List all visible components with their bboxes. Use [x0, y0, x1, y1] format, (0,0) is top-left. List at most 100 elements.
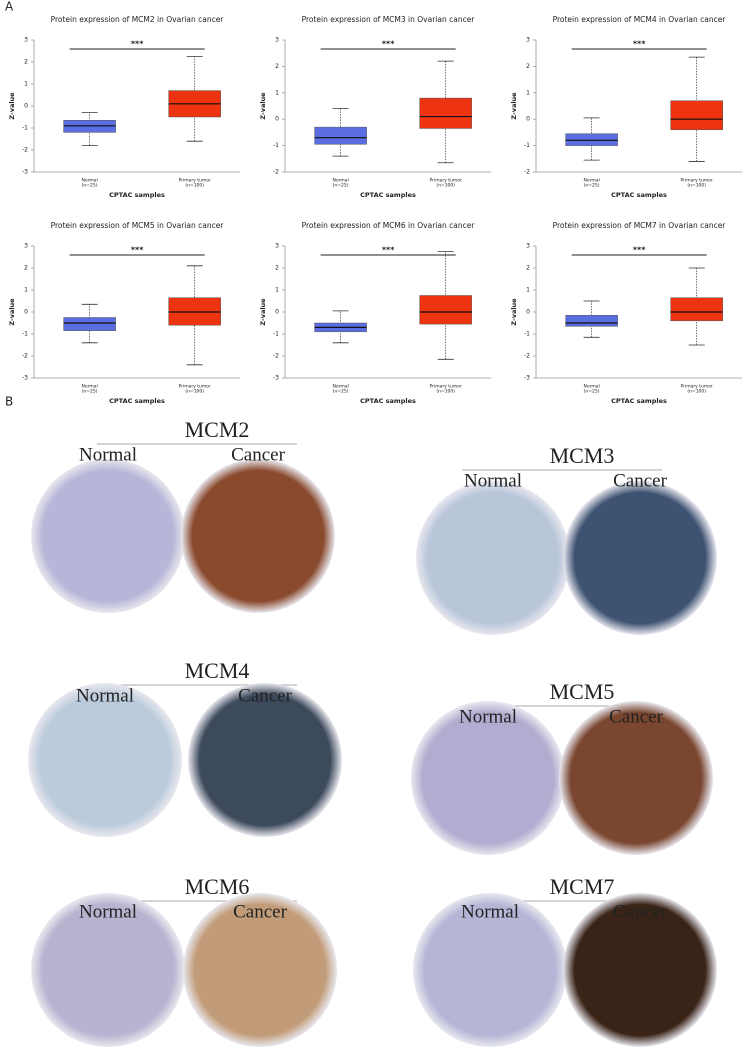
y-tick-label: 3	[526, 37, 530, 44]
significance-label: ***	[633, 40, 646, 49]
x-tick-label: Normal	[332, 384, 348, 390]
x-tick-note: (n=25)	[584, 183, 600, 189]
box	[314, 126, 367, 145]
y-tick-label: 0	[275, 116, 279, 123]
y-tick-label: -1	[273, 331, 279, 338]
y-tick-label: 1	[275, 89, 279, 96]
y-tick-label: 1	[24, 81, 28, 88]
box	[670, 100, 723, 131]
y-tick-label: -3	[22, 375, 28, 382]
x-tick-note: (n=25)	[82, 183, 98, 189]
x-axis-label: CPTAC samples	[109, 397, 165, 405]
y-axis-label: Z-value	[8, 92, 16, 120]
tissue-image	[31, 893, 185, 1047]
y-tick-label: 2	[24, 59, 28, 66]
tissue-image	[563, 481, 717, 635]
y-tick-label: -3	[22, 169, 28, 176]
sample-label: Normal	[459, 706, 517, 727]
y-tick-label: -2	[524, 353, 530, 360]
sample-label: Normal	[79, 444, 137, 465]
x-axis-label: CPTAC samples	[360, 191, 416, 199]
y-tick-label: 3	[275, 243, 279, 250]
box	[63, 317, 116, 331]
x-tick-label: Primary tumor	[429, 384, 462, 390]
x-tick-label: Normal	[583, 178, 599, 184]
y-tick-label: -1	[524, 331, 530, 338]
panel-title: MCM2	[185, 417, 250, 442]
y-tick-label: 0	[24, 309, 28, 316]
chart-title: Protein expression of MCM6 in Ovarian ca…	[302, 221, 476, 230]
y-tick-label: 1	[526, 287, 530, 294]
y-tick-label: -1	[22, 331, 28, 338]
x-tick-label: Normal	[332, 178, 348, 184]
y-tick-label: -2	[22, 353, 28, 360]
chart-title: Protein expression of MCM5 in Ovarian ca…	[51, 221, 225, 230]
y-tick-label: -1	[22, 125, 28, 132]
y-axis-label: Z-value	[510, 298, 518, 326]
x-tick-note: (n=100)	[185, 183, 204, 189]
tissue-image	[411, 701, 565, 855]
y-tick-label: 0	[526, 309, 530, 316]
sample-label: Cancer	[613, 901, 667, 922]
sample-label: Normal	[76, 685, 134, 706]
y-tick-label: 0	[24, 103, 28, 110]
box	[419, 295, 472, 325]
sample-label: Cancer	[609, 706, 663, 727]
panel-label: A	[5, 0, 14, 14]
sample-label: Cancer	[613, 470, 667, 491]
x-tick-note: (n=25)	[584, 389, 600, 395]
y-tick-label: 3	[526, 243, 530, 250]
significance-label: ***	[382, 40, 395, 49]
box	[670, 297, 723, 322]
y-tick-label: 2	[526, 63, 530, 70]
x-tick-note: (n=100)	[436, 389, 455, 395]
tissue-image	[188, 683, 342, 837]
x-axis-label: CPTAC samples	[611, 397, 667, 405]
y-tick-label: 2	[275, 63, 279, 70]
tissue-image	[28, 683, 182, 837]
significance-label: ***	[382, 246, 395, 255]
x-tick-note: (n=100)	[687, 183, 706, 189]
y-tick-label: 3	[24, 243, 28, 250]
box	[565, 315, 618, 327]
x-tick-note: (n=100)	[687, 389, 706, 395]
y-tick-label: 1	[24, 287, 28, 294]
y-axis-label: Z-value	[8, 298, 16, 326]
chart-title: Protein expression of MCM3 in Ovarian ca…	[302, 15, 476, 24]
tissue-image	[563, 893, 717, 1047]
panel-title: MCM4	[185, 658, 250, 683]
y-tick-label: -2	[273, 169, 279, 176]
tissue-image	[31, 459, 185, 613]
y-tick-label: 2	[24, 265, 28, 272]
y-tick-label: -2	[524, 169, 530, 176]
panel-title: MCM7	[550, 874, 615, 899]
y-tick-label: 3	[275, 37, 279, 44]
significance-label: ***	[131, 246, 144, 255]
significance-label: ***	[633, 246, 646, 255]
panel-title: MCM5	[550, 679, 615, 704]
panel-title: MCM3	[550, 443, 615, 468]
x-tick-label: Normal	[81, 384, 97, 390]
sample-label: Normal	[79, 901, 137, 922]
x-axis-label: CPTAC samples	[109, 191, 165, 199]
tissue-image	[183, 893, 337, 1047]
tissue-image	[559, 701, 713, 855]
sample-label: Cancer	[238, 685, 292, 706]
x-tick-label: Normal	[583, 384, 599, 390]
chart-title: Protein expression of MCM7 in Ovarian ca…	[553, 221, 727, 230]
x-tick-note: (n=100)	[185, 389, 204, 395]
y-tick-label: -3	[524, 375, 530, 382]
chart-title: Protein expression of MCM4 in Ovarian ca…	[553, 15, 727, 24]
x-tick-label: Normal	[81, 178, 97, 184]
y-tick-label: -1	[273, 142, 279, 149]
x-tick-note: (n=100)	[436, 183, 455, 189]
tissue-image	[413, 893, 567, 1047]
y-tick-label: -2	[22, 147, 28, 154]
x-tick-label: Primary tumor	[429, 178, 462, 184]
y-tick-label: 2	[275, 265, 279, 272]
x-tick-note: (n=25)	[333, 389, 349, 395]
box	[565, 133, 618, 146]
y-tick-label: -2	[273, 353, 279, 360]
sample-label: Normal	[464, 470, 522, 491]
